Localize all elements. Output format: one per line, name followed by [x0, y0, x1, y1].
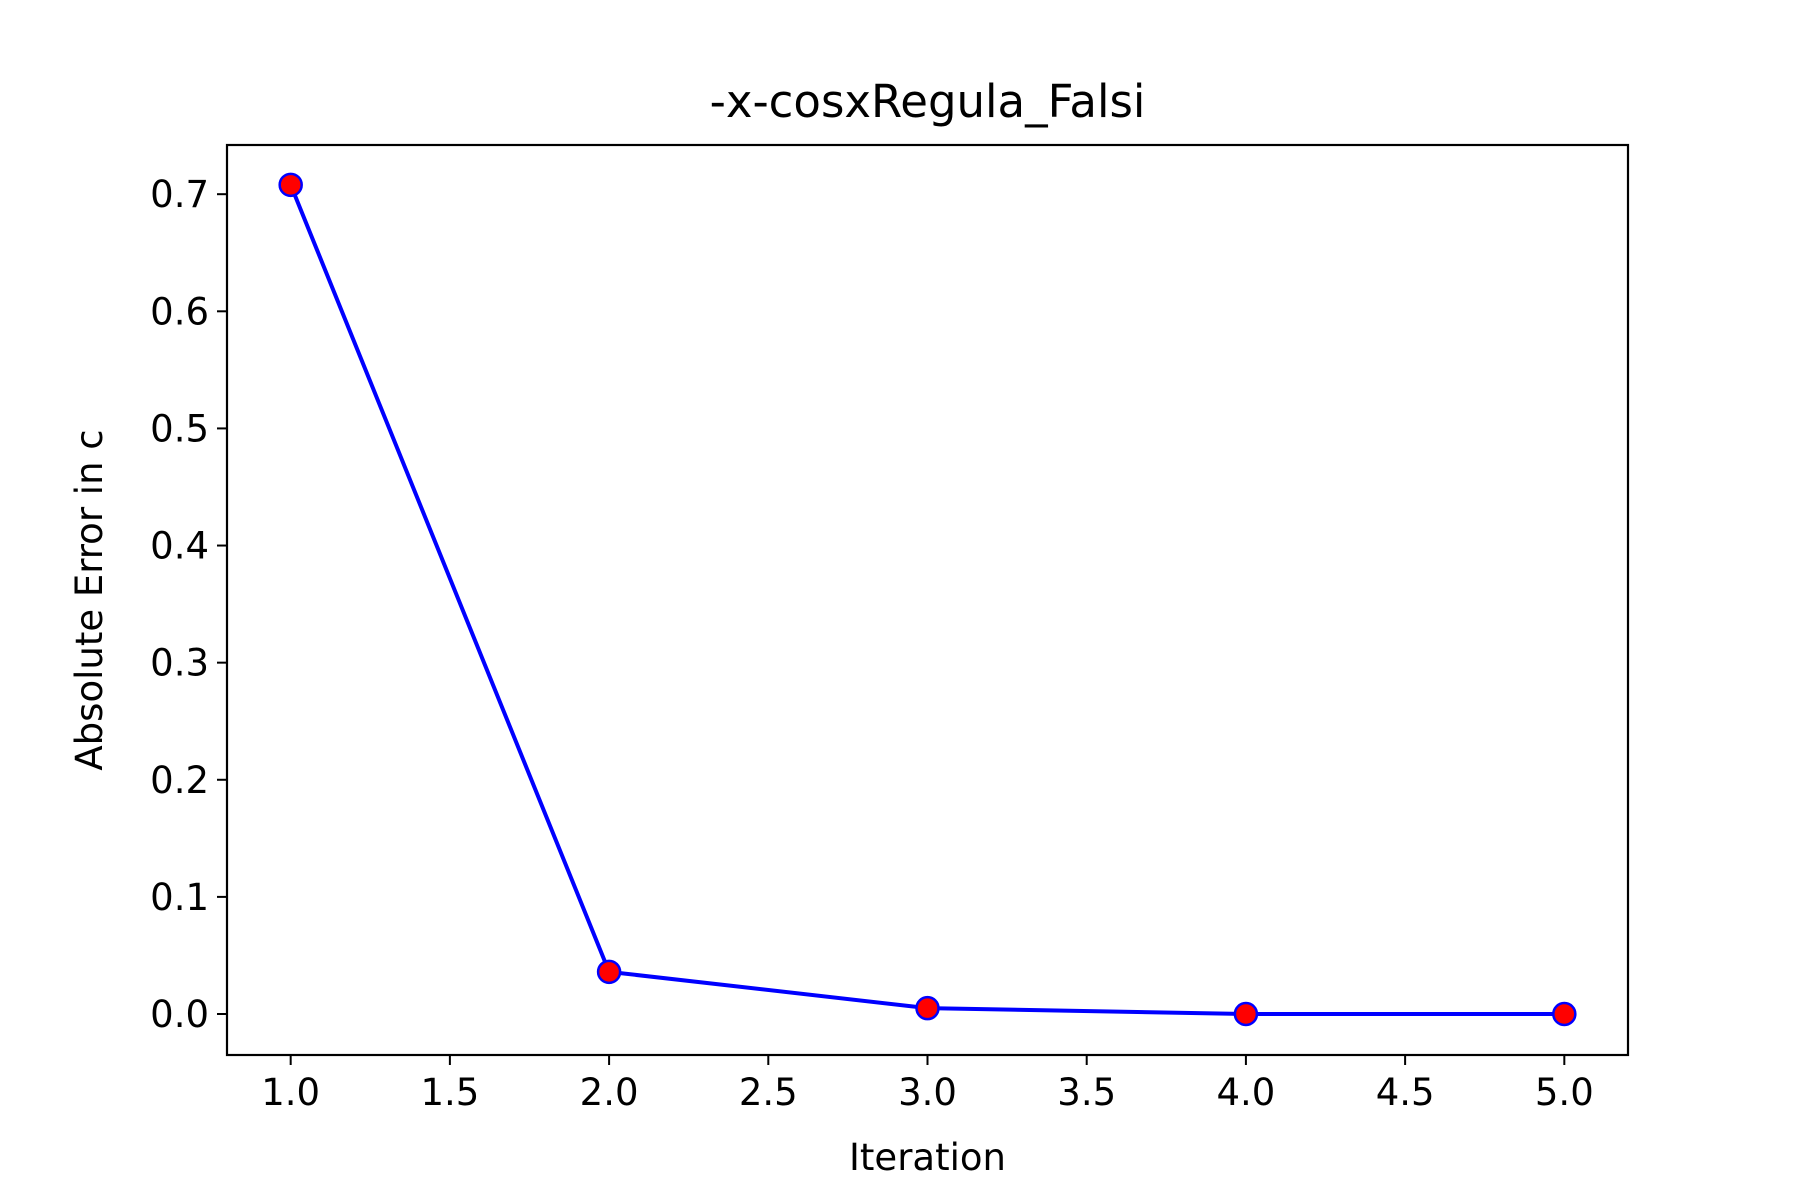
data-point	[915, 995, 940, 1021]
x-tick-label: 3.0	[898, 1071, 957, 1114]
x-axis: 1.0 1.5 2.0 2.5 3.0 3.5 4.0 4.5 5.0	[261, 1055, 1594, 1114]
y-tick-label: 0.6	[150, 290, 209, 333]
x-tick-label: 2.5	[739, 1071, 798, 1114]
x-tick-label: 1.5	[420, 1071, 479, 1114]
x-tick-label: 5.0	[1535, 1071, 1594, 1114]
x-tick-label: 4.0	[1216, 1071, 1275, 1114]
x-axis-label: Iteration	[849, 1136, 1006, 1179]
x-tick-label: 1.0	[261, 1071, 320, 1114]
plot-area	[278, 172, 1577, 1027]
data-point	[278, 172, 303, 198]
y-tick-label: 0.3	[150, 642, 209, 685]
y-tick-label: 0.0	[150, 993, 209, 1036]
y-tick-label: 0.5	[150, 407, 209, 450]
x-tick-label: 2.0	[580, 1071, 639, 1114]
data-point	[596, 959, 622, 985]
y-axis-label: Absolute Error in c	[68, 429, 111, 770]
chart-title: -x-cosxRegula_Falsi	[710, 75, 1146, 128]
series-line	[288, 184, 1565, 1017]
y-tick-label: 0.1	[150, 876, 209, 919]
data-point	[1233, 1001, 1259, 1027]
y-tick-label: 0.4	[150, 525, 209, 568]
data-point	[1552, 1001, 1577, 1027]
y-tick-label: 0.7	[150, 173, 209, 216]
x-tick-label: 4.5	[1376, 1071, 1435, 1114]
x-tick-label: 3.5	[1057, 1071, 1116, 1114]
plot-frame	[225, 143, 1630, 1057]
y-axis: 0.0 0.1 0.2 0.3 0.4 0.5 0.6 0.7	[150, 173, 227, 1036]
y-tick-label: 0.2	[150, 759, 209, 802]
